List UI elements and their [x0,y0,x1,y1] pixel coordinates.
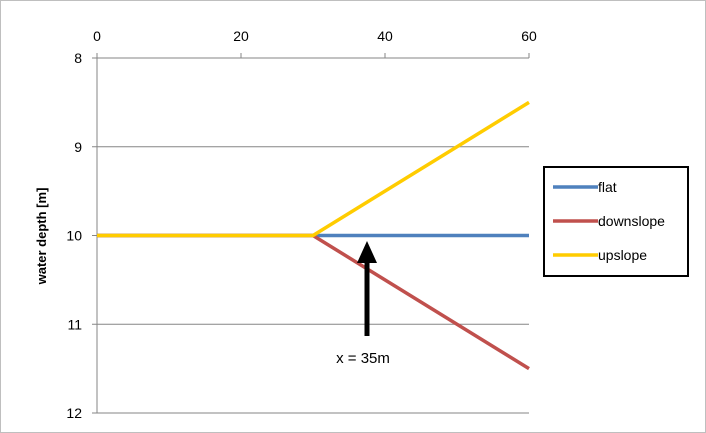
gridlines [97,146,529,414]
y-axis-label: water depth [m] [34,188,49,286]
legend-label-flat: flat [598,179,617,195]
legend-label-downslope: downslope [598,213,665,229]
annotation: x = 35m [336,241,390,367]
series-line-downslope [97,233,530,371]
y-tick-label: 10 [66,228,82,244]
x-tick-label: 40 [377,28,393,44]
y-tick-label: 12 [66,405,82,421]
x-ticks: 0 20 40 60 [93,28,537,58]
annotation-label: x = 35m [336,350,390,367]
x-tick-label: 60 [521,28,537,44]
legend: flat downslope upslope [543,166,689,277]
y-tick-label: 9 [74,139,82,155]
x-tick-label: 20 [233,28,249,44]
y-ticks: 8 9 10 11 12 [66,50,97,421]
y-tick-label: 11 [67,316,82,332]
series-lines [97,100,530,371]
legend-label-upslope: upslope [598,247,647,263]
x-tick-label: 0 [93,28,101,44]
annotation-arrow-head [357,241,377,263]
y-tick-label: 8 [74,50,82,66]
series-line-upslope [97,100,530,238]
